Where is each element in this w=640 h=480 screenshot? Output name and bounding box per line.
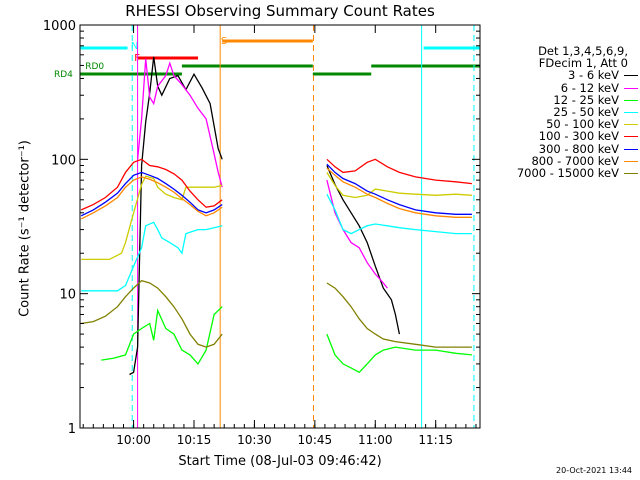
flag-label-s: S [221,36,227,47]
legend-entry-2: 12 - 25 keV [482,94,638,106]
series-line-5-1 [326,158,472,185]
legend-label-0: 3 - 6 keV [568,68,619,83]
series-line-8-0 [81,279,223,348]
legend-entry-4: 50 - 100 keV [482,118,638,130]
legend-label-1: 6 - 12 keV [560,80,619,95]
axes-group: 10:00 10:15 10:30 10:45 11:00 11:15 1 10 100 1000 [43,19,481,447]
series-line-2-0 [101,306,223,365]
chart-title: RHESSI Observing Summary Count Rates [125,2,435,20]
legend-swatch-8 [624,173,638,175]
series-line-3-0 [81,221,223,292]
legend-label-8: 7000 - 15000 keV [516,166,619,181]
x-tick-label-3: 10:45 [298,433,333,447]
series-line-7-0 [80,176,223,220]
x-axis-label: Start Time (08-Jul-03 09:46:42) [178,454,382,469]
legend-label-5: 100 - 300 keV [538,129,619,144]
legend-label-2: 12 - 25 keV [553,92,619,107]
flag-label-rd0: RD0 [85,62,104,72]
legend-entry-0: 3 - 6 keV [482,68,638,83]
legend-label-4: 50 - 100 keV [546,117,619,132]
series-line-6-0 [80,171,223,217]
series-line-6-1 [326,163,472,215]
y-tick-label-0: 1 [68,422,76,437]
legend-header-decimation: FDecim 1, Att 0 [538,56,628,71]
legend-entry-8: 7000 - 15000 keV [482,167,638,179]
flag-label-rd4: RD4 [54,70,73,80]
legend-swatch-0 [624,75,638,77]
legend-entry-5: 100 - 300 keV [482,129,638,144]
legend-swatch-2 [624,99,638,101]
legend-header-detectors: Det 1,3,4,5,6,9, [538,44,628,58]
y-axis-label: Count Rate (s⁻¹ detector⁻¹) [17,140,33,317]
series-line-1-0 [136,58,223,188]
legend-entries: 3 - 6 keV 6 - 12 keV 12 - 25 keV 25 - 50 ke… [482,69,638,179]
x-tick-label-0: 10:00 [116,433,151,447]
legend-swatch-6 [624,148,638,150]
series-line-4-0 [81,175,223,261]
series-group [80,56,472,376]
legend-label-6: 300 - 800 keV [538,141,619,156]
legend-entry-6: 300 - 800 keV [482,143,638,155]
plot-frame [79,24,481,429]
legend-entry-7: 800 - 7000 keV [482,155,638,167]
legend-swatch-7 [624,160,638,162]
timestamp: 20-Oct-2021 13:44 [556,466,632,475]
series-line-8-1 [326,282,472,348]
series-line-2-1 [326,333,472,374]
series-line-0-1 [326,165,401,335]
legend-entry-3: 25 - 50 keV [482,106,638,118]
x-tick-label-5: 11:15 [418,433,453,447]
flag-label-n: N [131,41,138,52]
legend-swatch-4 [624,124,638,126]
legend-swatch-5 [624,136,638,138]
legend-label-3: 25 - 50 keV [553,105,619,120]
y-tick-label-2: 100 [51,153,76,168]
legend-label-7: 800 - 7000 keV [531,153,619,168]
legend-entry-1: 6 - 12 keV [482,82,638,94]
series-line-5-0 [80,158,223,211]
y-tick-label-1: 10 [59,288,76,303]
series-line-4-1 [326,172,472,199]
series-line-1-1 [326,179,388,289]
flag-bars-group: NFSRD0RD4 [54,36,480,80]
series-line-0-0 [129,56,223,376]
x-tick-label-4: 11:00 [358,433,393,447]
legend-swatch-3 [624,112,638,114]
series-line-3-1 [326,193,472,235]
legend: Det 1,3,4,5,6,9, FDecim 1, Att 0 3 - 6 k… [482,45,638,179]
x-tick-label-2: 10:30 [237,433,272,447]
x-tick-label-1: 10:15 [177,433,212,447]
y-tick-label-3: 1000 [43,19,76,34]
legend-swatch-1 [624,87,638,89]
series-line-7-1 [326,167,472,218]
